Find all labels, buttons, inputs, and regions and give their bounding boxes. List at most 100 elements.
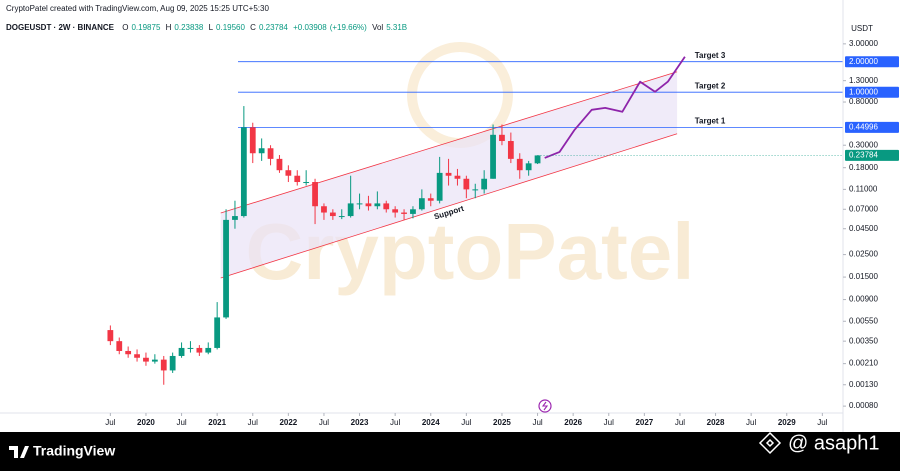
x-tick-label: Jul [532, 418, 542, 427]
candle-body [392, 209, 399, 213]
current-price-label: 0.23784 [849, 151, 878, 160]
target-price-box [845, 121, 899, 133]
y-tick-label: 0.00130 [849, 380, 878, 389]
footer-bar [0, 432, 900, 471]
candle-body [490, 134, 496, 179]
x-tick-label: 2026 [564, 418, 582, 427]
credit-logo [758, 431, 782, 455]
symbol-legend: DOGEUSDT · 2W · BINANCE O 0.19875 H 0.2383… [6, 23, 410, 32]
x-tick-label: Jul [675, 418, 685, 427]
x-tick-label: Jul [604, 418, 614, 427]
candle-body [303, 182, 310, 184]
candle-body [232, 216, 238, 220]
y-tick-label: 0.80000 [849, 97, 878, 106]
candle-body [338, 216, 345, 218]
x-tick-label: Jul [746, 418, 756, 427]
projection-path [544, 56, 686, 159]
legend-name: O [122, 23, 129, 32]
candle-body [125, 350, 132, 355]
y-tick-label: 0.07000 [849, 204, 878, 213]
legend-value: 0.19560 [216, 23, 245, 32]
candle-body [187, 347, 194, 349]
candle-body [463, 178, 470, 190]
candle-body [205, 347, 212, 353]
legend-value: 0.23784 [258, 23, 288, 32]
x-tick-label: 2024 [422, 418, 440, 427]
candle-body [294, 175, 301, 183]
channel-upper [220, 71, 678, 214]
candle-body [143, 357, 149, 362]
y-tick-label: 0.00210 [849, 359, 878, 368]
candle-body [151, 359, 158, 362]
y-tick-label: 0.01500 [849, 272, 878, 281]
candle-body [249, 127, 256, 154]
x-tick-label: 2025 [493, 418, 511, 427]
candle-body [240, 127, 247, 217]
candle-body [525, 163, 532, 171]
legend-value: 0.23838 [174, 23, 204, 32]
target-price-box [845, 56, 899, 68]
candle-body [178, 347, 185, 356]
legend-name: L [208, 23, 214, 32]
credit: @ asaph1 [788, 432, 879, 454]
candle-body [418, 198, 425, 210]
y-tick-label: 3.00000 [849, 39, 878, 48]
candle-body [169, 355, 176, 371]
candle-body [445, 172, 452, 176]
candle-body [365, 203, 372, 207]
x-tick-label: Jul [390, 418, 400, 427]
current-price-box [845, 149, 899, 161]
legend-name: H [165, 23, 172, 32]
target-name: Target 3 [695, 51, 726, 60]
channel-lower [220, 133, 678, 279]
x-tick-label: Jul [176, 418, 186, 427]
brand-logo [9, 446, 29, 458]
volume: 5.31B [386, 23, 408, 32]
y-tick-label: 0.00350 [849, 336, 878, 345]
x-tick-label: 2021 [208, 418, 226, 427]
target-price-label: 0.44996 [849, 122, 878, 131]
event-icon-bolt [541, 401, 549, 411]
candle-body [507, 141, 514, 159]
candle-body [427, 198, 434, 201]
candle-body [312, 182, 318, 207]
candle-body [214, 317, 221, 348]
legend-value: 0.19875 [131, 23, 161, 32]
candle-body [285, 170, 292, 176]
candle-body [267, 148, 274, 159]
y-tick-label: 0.11000 [849, 184, 878, 193]
candle-body [107, 330, 114, 342]
candle-body [454, 175, 461, 179]
legend-name: C [250, 23, 256, 32]
x-tick-label: Jul [461, 418, 471, 427]
candle-body [436, 172, 443, 201]
y-tick-label: 0.18000 [849, 163, 878, 172]
target-name: Target 2 [695, 81, 726, 90]
x-tick-label: 2028 [707, 418, 725, 427]
candle-body [516, 158, 523, 171]
event-icon [538, 399, 552, 413]
candle-body [356, 203, 363, 205]
y-tick-label: 0.00900 [849, 295, 878, 304]
y-tick-label: 1.30000 [849, 76, 878, 85]
change: +0.03908 [293, 23, 327, 32]
candle-body [383, 203, 390, 210]
target-price-box [845, 86, 899, 98]
target-price-label: 2.00000 [849, 57, 878, 66]
x-tick-label: 2023 [351, 418, 369, 427]
change-pct: (+19.66%) [329, 23, 367, 32]
candle-body [134, 354, 140, 358]
candle-body [160, 359, 167, 371]
candle-body [116, 341, 123, 351]
symbol: DOGEUSDT · 2W · BINANCE [6, 23, 114, 32]
attribution: CryptoPatel created with TradingView.com… [6, 4, 269, 13]
brand: TradingView [33, 443, 115, 459]
y-tick-label: 0.00080 [849, 401, 878, 410]
candle-body [410, 209, 416, 214]
x-tick-label: Jul [319, 418, 329, 427]
candle-body [374, 203, 381, 207]
candle-body [196, 347, 203, 353]
